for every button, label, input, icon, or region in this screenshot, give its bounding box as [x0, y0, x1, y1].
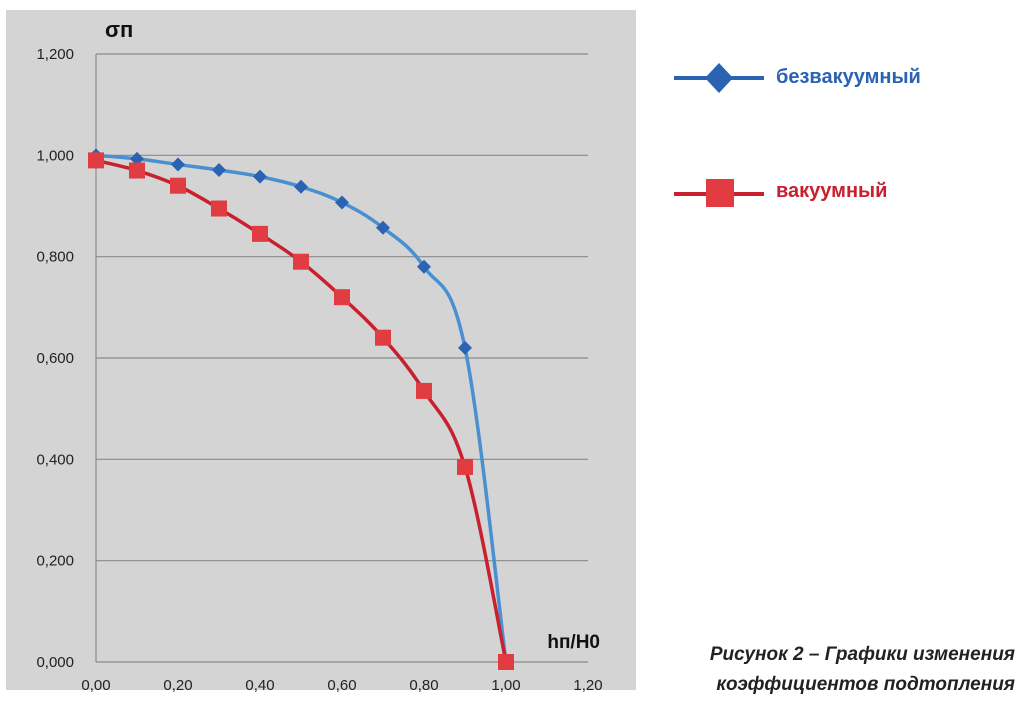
x-axis-title: hп/H0	[547, 632, 600, 653]
y-tick-label: 0,000	[36, 654, 74, 671]
legend-item-bezvakuumnyi: безвакуумный	[670, 58, 1010, 98]
data-point-diamond	[212, 163, 226, 178]
x-tick-label: 0,80	[409, 677, 438, 694]
chart-background	[6, 10, 636, 690]
y-tick-labels: 0,000 0,200 0,400 0,600 0,800 1,000 1,200	[36, 46, 74, 671]
data-point-square	[293, 253, 309, 270]
data-point-diamond	[458, 340, 472, 355]
legend-label-vakuumnyi: вакуумный	[776, 180, 888, 202]
data-point-square	[457, 458, 473, 475]
data-point-diamond	[294, 179, 308, 194]
caption-line-1: Рисунок 2 – Графики изменения	[709, 644, 1015, 665]
series-line-0	[95, 153, 508, 663]
data-point-square	[416, 382, 432, 399]
data-point-square	[498, 654, 514, 670]
data-point-diamond	[417, 259, 431, 274]
legend-label-bezvakuumnyi: безвакуумный	[776, 66, 921, 88]
caption-line-2: коэффициентов подтопления	[716, 674, 1015, 695]
x-tick-label: 1,20	[573, 677, 602, 694]
x-tick-label: 0,40	[245, 677, 274, 694]
legend-item-vakuumnyi: вакуумный	[670, 172, 1010, 212]
data-point-square	[252, 225, 268, 242]
figure-caption: Рисунок 2 – Графики изменения коэффициен…	[645, 640, 1015, 700]
data-point-diamond	[171, 157, 185, 172]
data-point-diamond	[130, 151, 144, 166]
x-tick-label: 0,20	[163, 677, 192, 694]
data-point-square	[88, 152, 104, 169]
x-tick-label: 1,00	[491, 677, 520, 694]
data-point-diamond	[253, 169, 267, 184]
series-line-1	[95, 158, 508, 663]
grid-lines	[95, 53, 588, 663]
y-tick-label: 1,200	[36, 46, 74, 63]
y-tick-label: 0,200	[36, 553, 74, 570]
legend-swatch-vakuumnyi	[674, 179, 764, 207]
legend-swatch-bezvakuumnyi	[674, 63, 764, 93]
y-tick-label: 0,400	[36, 451, 74, 468]
y-axis-title: σп	[105, 17, 133, 42]
data-point-square	[375, 329, 391, 346]
data-point-square	[170, 177, 186, 194]
data-point-square	[129, 162, 145, 179]
y-tick-label: 1,000	[36, 147, 74, 164]
data-point-square	[211, 200, 227, 217]
data-point-diamond	[335, 195, 349, 210]
x-tick-label: 0,00	[81, 677, 110, 694]
x-tick-label: 0,60	[327, 677, 356, 694]
x-tick-labels: 0,00 0,20 0,40 0,60 0,80 1,00 1,20	[81, 677, 602, 694]
y-tick-label: 0,800	[36, 249, 74, 266]
y-tick-label: 0,600	[36, 350, 74, 367]
data-point-diamond	[376, 220, 390, 235]
data-point-square	[334, 289, 350, 306]
series-lines	[88, 148, 514, 670]
